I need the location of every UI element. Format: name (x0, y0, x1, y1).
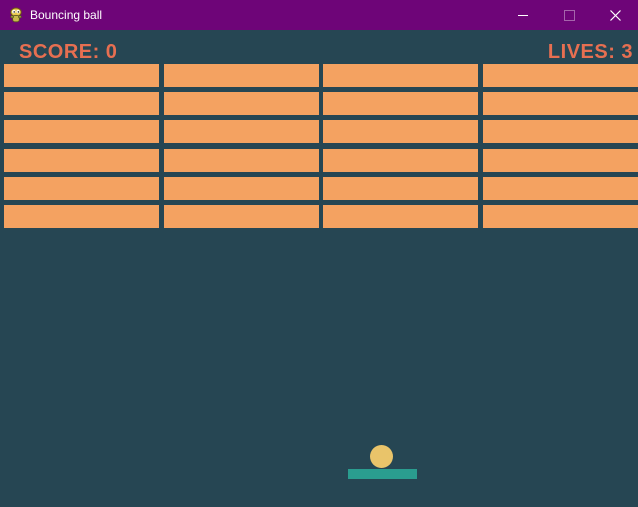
brick (482, 92, 638, 116)
paddle[interactable] (348, 469, 417, 479)
brick (4, 176, 159, 200)
close-button[interactable] (592, 0, 638, 30)
window-title: Bouncing ball (30, 8, 103, 22)
brick (482, 148, 638, 172)
minimize-icon (518, 14, 528, 16)
brick (4, 148, 159, 172)
brick (482, 176, 638, 200)
title-bar[interactable]: Bouncing ball (0, 0, 638, 30)
brick (163, 120, 319, 144)
brick (323, 92, 478, 116)
minimize-button[interactable] (500, 0, 546, 30)
ball (370, 445, 393, 468)
brick (323, 148, 478, 172)
brick (482, 64, 638, 87)
brick (163, 176, 319, 200)
brick (482, 120, 638, 144)
lives-label: LIVES: (547, 41, 616, 63)
game-canvas[interactable]: SCORE: 0 LIVES: 3 (0, 30, 638, 507)
brick (163, 148, 319, 172)
score-display: SCORE: 0 (19, 41, 117, 64)
close-icon (609, 9, 621, 21)
maximize-button (546, 0, 592, 30)
brick (163, 205, 319, 228)
brick (323, 205, 478, 228)
brick (163, 64, 319, 87)
score-value: 0 (105, 41, 118, 63)
lives-value: 3 (621, 41, 633, 63)
brick (323, 176, 478, 200)
score-label: SCORE: (19, 41, 100, 63)
python-app-icon (10, 7, 22, 23)
brick (4, 205, 159, 228)
caption-buttons (500, 0, 638, 30)
brick (4, 64, 159, 87)
brick (323, 120, 478, 144)
brick (163, 92, 319, 116)
brick (4, 120, 159, 144)
maximize-icon (563, 9, 575, 21)
brick (323, 64, 478, 87)
lives-display: LIVES: 3 (548, 41, 633, 64)
brick (482, 205, 638, 228)
brick (4, 92, 159, 116)
